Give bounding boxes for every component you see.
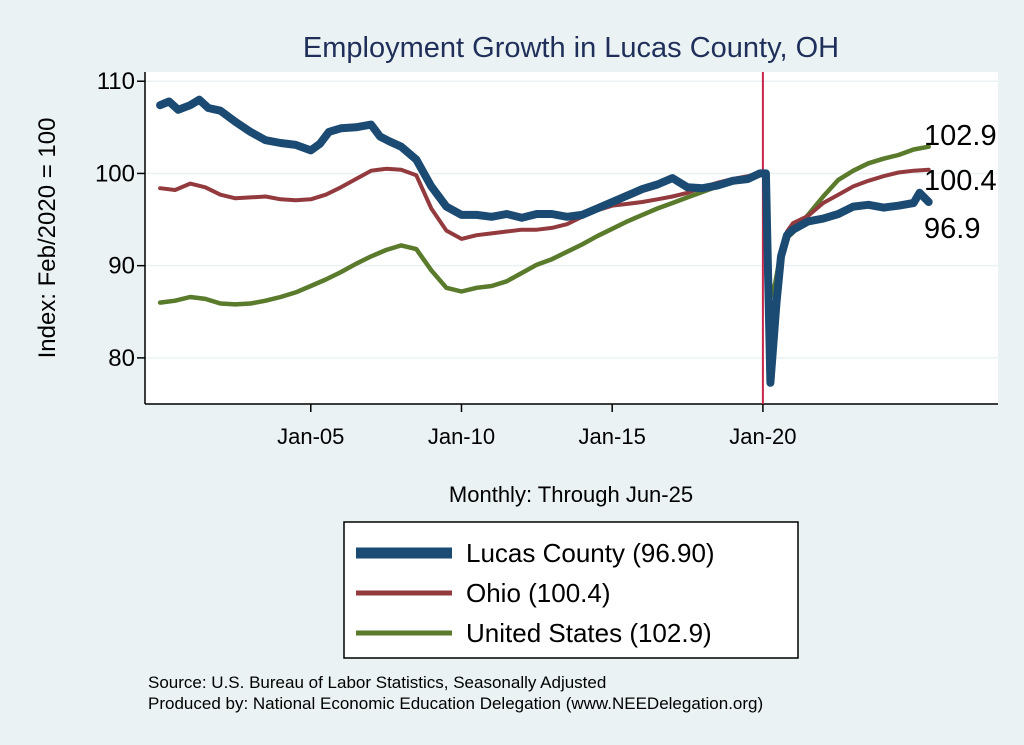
x-axis-ticks: Jan-05 Jan-10 Jan-15 Jan-20 (277, 404, 797, 449)
end-value-label: 102.9 (924, 120, 997, 152)
x-tick-label: Jan-15 (579, 424, 646, 449)
x-tick-label: Jan-05 (277, 424, 344, 449)
legend-label: Lucas County (96.90) (466, 538, 715, 568)
source-line-2: Produced by: National Economic Education… (148, 694, 763, 713)
end-labels: 102.9 100.4 96.9 (924, 120, 997, 245)
chart-title: Employment Growth in Lucas County, OH (303, 32, 839, 64)
series-layer (156, 95, 933, 387)
y-tick-label: 80 (108, 345, 135, 372)
y-tick-label: 100 (95, 160, 135, 187)
y-axis-label: Index: Feb/2020 = 100 (34, 118, 61, 359)
source-line-1: Source: U.S. Bureau of Labor Statistics,… (148, 673, 606, 692)
end-value-label: 96.9 (924, 213, 980, 245)
legend-label: United States (102.9) (466, 618, 712, 648)
legend-box (343, 521, 799, 659)
gridlines (145, 80, 998, 359)
series-line-2 (156, 95, 933, 387)
y-tick-label: 90 (108, 253, 135, 280)
x-axis-label: Monthly: Through Jun-25 (449, 482, 693, 507)
y-tick-label: 110 (97, 68, 135, 95)
legend-label: Ohio (100.4) (466, 578, 611, 608)
end-value-label: 100.4 (924, 165, 997, 197)
series-line-1 (158, 166, 931, 337)
x-tick-label: Jan-10 (428, 424, 495, 449)
y-axis-ticks: 80 90 100 110 (95, 68, 145, 372)
x-tick-label: Jan-20 (729, 424, 796, 449)
legend: Lucas County (96.90) Ohio (100.4) United S… (356, 538, 715, 648)
plot-area (145, 72, 998, 404)
